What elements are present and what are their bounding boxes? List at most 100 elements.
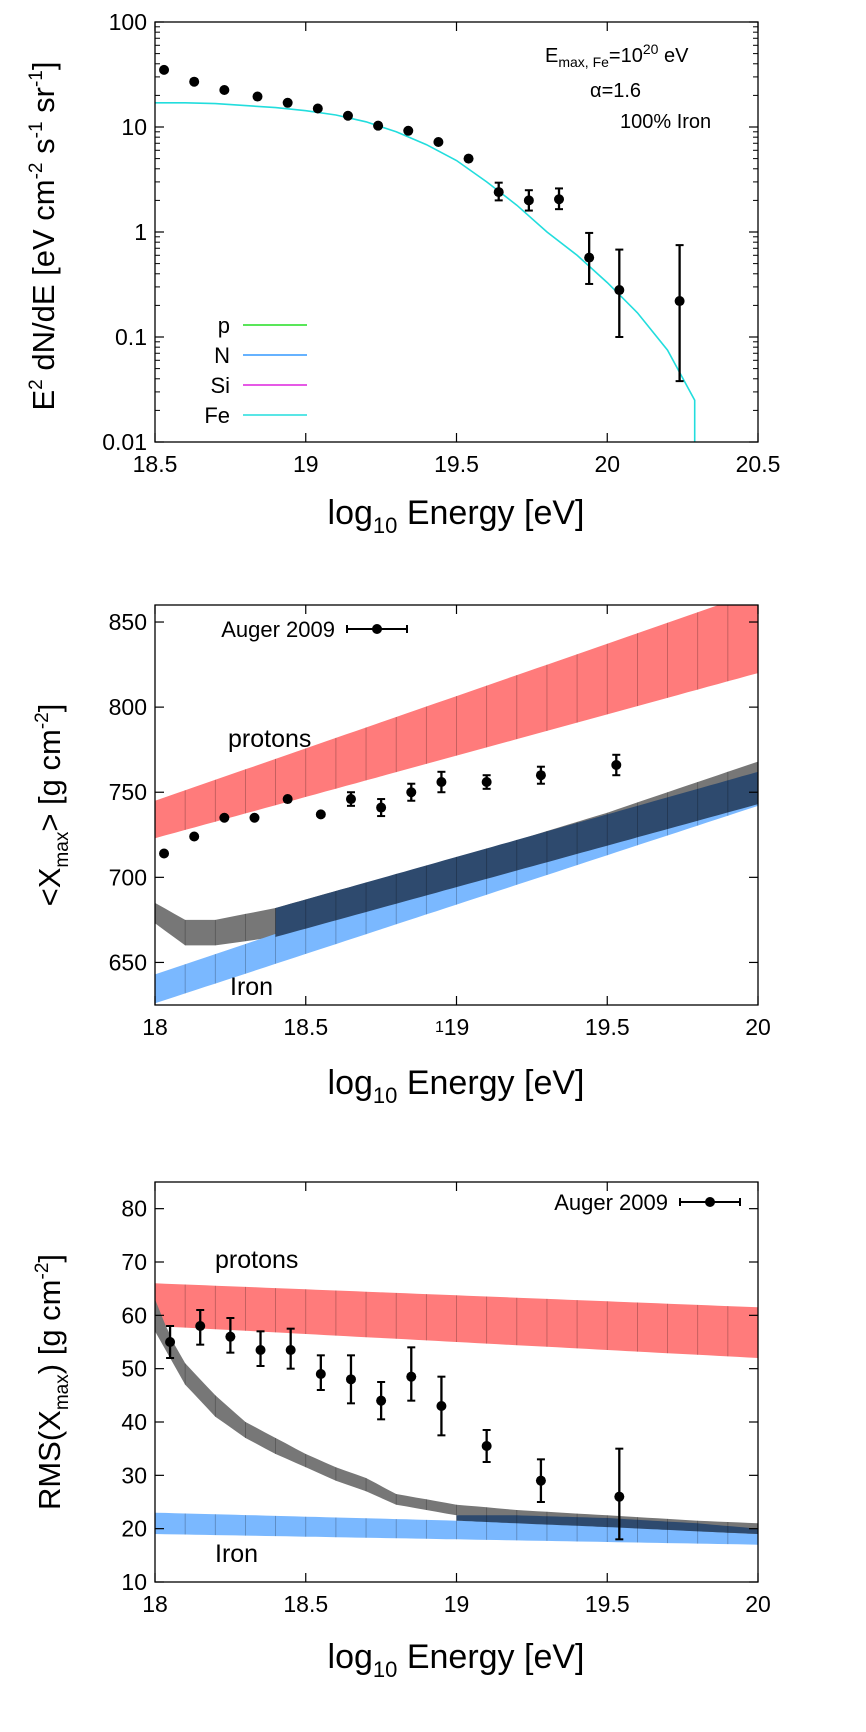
x-tick-label: 18.5 <box>283 1014 328 1040</box>
xmax-data-point <box>282 794 293 805</box>
spectrum-legend: pN Si Fe <box>204 313 307 428</box>
x-tick-label: 18.5 <box>283 1591 328 1617</box>
xmax-data-point <box>249 812 260 823</box>
y-tick-label: 650 <box>109 949 147 975</box>
rms-panel: 18 18.5 19 19.5 20 10 20 30 40 50 60 70 80 log10 Ene… <box>32 1181 771 1682</box>
annotation-composition: 100% Iron <box>620 111 711 133</box>
rms-data-point <box>345 1374 356 1385</box>
rms-data-point <box>614 1491 625 1502</box>
xmax-x-axis-label: log10 Energy [eV] <box>328 1064 585 1108</box>
spectrum-data-point <box>312 103 323 114</box>
rms-x-axis-label: log10 Energy [eV] <box>328 1638 585 1682</box>
spectrum-data-point <box>554 194 565 205</box>
rms-legend-marker <box>705 1197 715 1207</box>
spectrum-data-point <box>189 76 200 87</box>
y-tick-label: 0.1 <box>115 324 147 350</box>
rms-data-point <box>195 1321 206 1331</box>
rms-data-point <box>225 1331 236 1342</box>
spectrum-data-point <box>252 91 263 102</box>
spectrum-data-point <box>373 120 384 131</box>
y-tick-label: 750 <box>109 779 147 805</box>
x-tick-label: 19.5 <box>434 451 479 477</box>
rms-data-point <box>436 1401 447 1411</box>
rms-ticks: 18 18.5 19 19.5 20 10 20 30 40 50 60 70 80 <box>121 1182 771 1617</box>
x-tick-label: 19.5 <box>585 1014 630 1040</box>
xmax-data-point <box>219 812 230 823</box>
spectrum-y-axis-label: E2 dN/dE [eV cm-2 s-1 sr-1] <box>26 61 61 410</box>
xmax-data-point <box>406 787 417 798</box>
x-tick-label: 18.5 <box>133 451 178 477</box>
xmax-data-point <box>436 777 447 788</box>
x-tick-label: 20.5 <box>736 451 781 477</box>
spectrum-data-point <box>463 153 474 164</box>
rms-iron-label: Iron <box>215 1540 258 1568</box>
rms-protons-label: protons <box>215 1246 298 1274</box>
spectrum-data-point <box>523 195 534 206</box>
y-tick-label: 1 <box>134 219 147 245</box>
rms-legend-label: Auger 2009 <box>554 1190 668 1215</box>
legend-label-fe: Fe <box>204 403 230 428</box>
xmax-data-point <box>611 760 622 770</box>
spectrum-data-point <box>219 85 230 96</box>
band-iron <box>155 1512 758 1545</box>
xmax-data-point <box>481 777 492 788</box>
stray-label: 1 <box>435 1019 444 1036</box>
y-tick-label: 0.01 <box>102 429 147 455</box>
y-tick-label: 60 <box>121 1302 147 1328</box>
spectrum-data-point <box>159 64 170 75</box>
x-tick-label: 19.5 <box>585 1591 630 1617</box>
band-overlap <box>456 1515 758 1534</box>
xmax-legend-marker <box>372 624 382 634</box>
xmax-legend-label: Auger 2009 <box>221 617 335 642</box>
spectrum-annotation: Emax, Fe=1020 eV α=1.6 100% Iron <box>545 41 711 133</box>
y-tick-label: 10 <box>121 114 147 140</box>
rms-data-point <box>315 1369 326 1379</box>
xmax-data-point <box>315 809 326 820</box>
xmax-data-point <box>376 802 387 813</box>
spectrum-panel: 18.5 19 19.5 20 20.5 0.01 0.1 1 10 100 log10 Ener… <box>26 9 780 538</box>
legend-label-n: N <box>214 343 230 368</box>
spectrum-data-point <box>433 136 444 147</box>
y-tick-label: 50 <box>121 1356 147 1382</box>
x-tick-label: 20 <box>745 1014 771 1040</box>
spectrum-data-point <box>674 296 685 307</box>
band-mixed-fill <box>155 761 758 946</box>
x-tick-label: 20 <box>594 451 620 477</box>
rms-legend: Auger 2009 <box>554 1190 741 1215</box>
rms-plot-area <box>155 1283 758 1545</box>
y-tick-label: 20 <box>121 1516 147 1542</box>
xmax-data-point <box>159 848 170 859</box>
spectrum-data-point <box>282 97 293 108</box>
x-tick-label: 19 <box>444 1591 470 1617</box>
band-protons-fill <box>155 1283 758 1358</box>
x-tick-label: 19 <box>444 1014 470 1040</box>
legend-label-si: Si <box>210 373 230 398</box>
spectrum-ticks: 18.5 19 19.5 20 20.5 0.01 0.1 1 10 100 <box>102 9 780 477</box>
xmax-plot-area <box>155 605 758 1004</box>
band-overlap-fill <box>456 1515 758 1534</box>
y-tick-label: 100 <box>109 9 147 35</box>
y-tick-label: 700 <box>109 864 147 890</box>
xmax-y-axis-label: <Xmax> [g cm-2] <box>32 704 73 907</box>
x-tick-label: 18 <box>142 1014 168 1040</box>
xmax-data-point <box>535 770 546 781</box>
x-tick-label: 19 <box>293 451 319 477</box>
y-tick-label: 800 <box>109 694 147 720</box>
rms-data-point <box>481 1441 492 1451</box>
fe-model-curve <box>155 102 696 442</box>
rms-data-point <box>255 1345 266 1355</box>
band-overlap-fill <box>275 771 758 937</box>
band-protons <box>155 1283 758 1358</box>
band-overlap <box>275 771 758 937</box>
spectrum-data-point <box>493 187 504 198</box>
xmax-data-point <box>189 831 200 842</box>
spectrum-data-point <box>403 125 414 136</box>
spectrum-data-point <box>584 252 595 263</box>
band-iron-fill <box>155 1512 758 1545</box>
x-tick-label: 20 <box>745 1591 771 1617</box>
rms-data-point <box>535 1475 546 1486</box>
xmax-ticks: 18 18.5 19 19.5 20 650 700 750 800 850 <box>109 605 771 1040</box>
legend-label-p: p <box>218 313 230 338</box>
rms-data-point <box>406 1371 417 1382</box>
rms-data-point <box>285 1345 296 1355</box>
